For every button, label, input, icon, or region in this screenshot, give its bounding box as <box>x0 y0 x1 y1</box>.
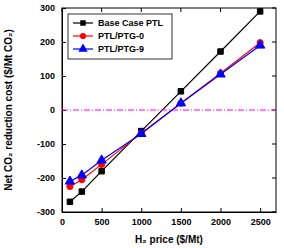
tick: 2000 <box>211 208 231 227</box>
tick-mark <box>272 76 276 77</box>
tick: 2500 <box>251 208 271 227</box>
legend-entry: PTL/PTG-0 <box>73 31 144 41</box>
tick-mark <box>272 144 276 145</box>
point <box>97 155 106 163</box>
tick-label: 0 <box>60 217 65 227</box>
point <box>255 40 264 48</box>
legend-marker <box>80 33 86 39</box>
tick-mark <box>260 208 261 212</box>
x-axis: 0 500 1000 1500 2000 2500 <box>60 208 277 227</box>
tick-label: 1500 <box>171 217 191 227</box>
legend-marker <box>80 20 85 25</box>
plot: 0 500 1000 1500 2000 2500 -300 -200 -100 0 100 200 3… <box>37 3 277 227</box>
x-axis-title: H₂ price ($/Mt) <box>135 234 203 245</box>
tick-mark <box>62 144 66 145</box>
legend-marker <box>78 44 87 52</box>
tick-mark <box>180 8 181 12</box>
legend-label: PTL/PTG-9 <box>98 44 144 54</box>
tick: 1000 <box>132 208 152 227</box>
tick-mark <box>62 42 66 43</box>
tick-mark <box>141 8 142 12</box>
legend-label: PTL/PTG-0 <box>98 31 144 41</box>
point <box>178 89 183 94</box>
legend: Base Case PTL PTL/PTG-0 PTL/PTG-9 <box>68 14 172 59</box>
legend-box <box>68 14 172 59</box>
chart: 0 500 1000 1500 2000 2500 -300 -200 -100 0 100 200 3… <box>0 0 284 248</box>
point <box>77 170 86 178</box>
tick-label: -200 <box>37 173 55 183</box>
point <box>67 199 72 204</box>
tick-mark <box>220 8 221 12</box>
tick-label: -300 <box>37 207 55 217</box>
tick-label: 2500 <box>251 217 271 227</box>
data-area <box>62 9 276 205</box>
point <box>65 176 74 184</box>
tick-mark <box>181 208 182 212</box>
tick-mark <box>272 42 276 43</box>
legend-label: Base Case PTL <box>98 18 164 28</box>
plot-frame <box>62 8 276 212</box>
series-line <box>70 43 260 187</box>
tick-mark <box>62 178 66 179</box>
tick-label: 500 <box>95 217 110 227</box>
tick-label: -100 <box>37 139 55 149</box>
tick-mark <box>102 208 103 212</box>
point <box>176 98 185 106</box>
tick-mark <box>272 178 276 179</box>
tick-mark <box>141 208 142 212</box>
tick: 1500 <box>171 208 191 227</box>
tick-label: 100 <box>40 71 55 81</box>
legend-entry: Base Case PTL <box>73 18 164 28</box>
point <box>137 128 146 136</box>
tick-label: 1000 <box>132 217 152 227</box>
y-axis-title: Net CO₂ reduction cost ($/Mt CO₂) <box>3 29 14 191</box>
point <box>79 189 84 194</box>
tick: 500 <box>95 208 110 227</box>
tick-mark <box>62 76 66 77</box>
tick-label: 200 <box>40 37 55 47</box>
tick-label: 0 <box>50 105 55 115</box>
series-line <box>62 109 276 110</box>
point <box>257 9 262 14</box>
point <box>99 168 104 173</box>
mirror-ticks <box>62 8 276 212</box>
point <box>218 49 223 54</box>
legend-entry: PTL/PTG-9 <box>73 44 144 54</box>
tick-label: 300 <box>40 3 55 13</box>
tick-mark <box>221 208 222 212</box>
tick-label: 2000 <box>211 217 231 227</box>
tick-mark <box>101 8 102 12</box>
point <box>216 69 225 77</box>
series-line <box>70 45 260 181</box>
